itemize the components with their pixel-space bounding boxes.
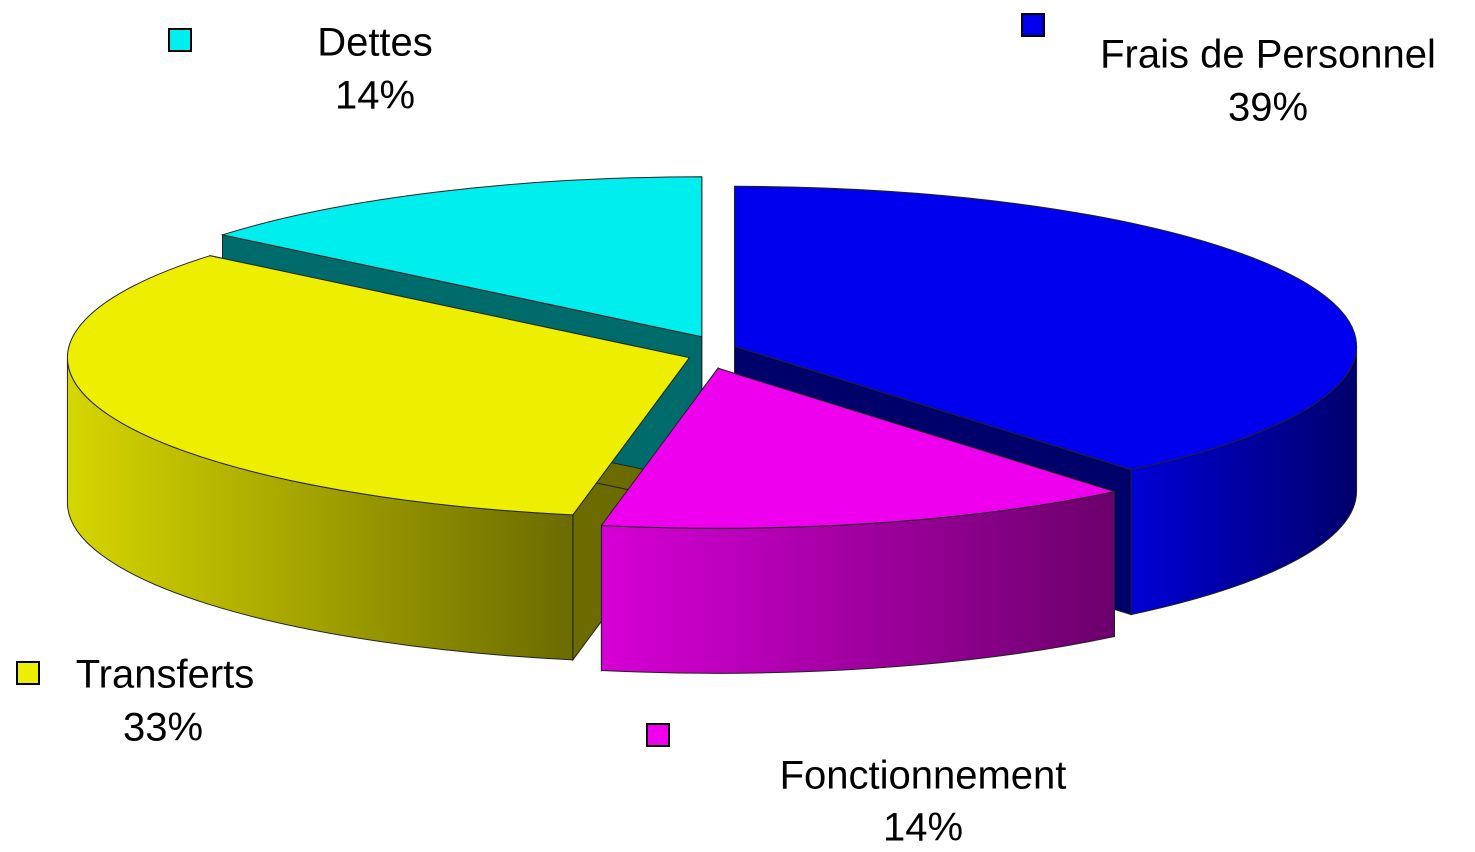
slice-value-label: 14% xyxy=(883,806,963,850)
slice-value-label: 39% xyxy=(1228,86,1308,130)
slice xyxy=(600,367,1117,529)
slice-value-label: 33% xyxy=(123,706,203,750)
slice xyxy=(734,185,1358,471)
slice xyxy=(220,176,703,338)
slice-label: Dettes xyxy=(317,21,433,65)
slice-label: Fonctionnement xyxy=(780,754,1067,798)
slice-label: Transferts xyxy=(76,653,255,697)
legend-swatch xyxy=(168,28,192,52)
pie-tops xyxy=(66,176,1358,529)
labels: Frais de Personnel 39% Fonctionnement 14% Tr… xyxy=(16,13,1436,850)
legend-swatch xyxy=(16,661,40,685)
slice xyxy=(66,255,691,516)
slice-label: Frais de Personnel xyxy=(1100,33,1436,77)
legend-swatch xyxy=(1021,13,1045,37)
legend-swatch xyxy=(646,723,670,747)
slice-value-label: 14% xyxy=(335,74,415,118)
